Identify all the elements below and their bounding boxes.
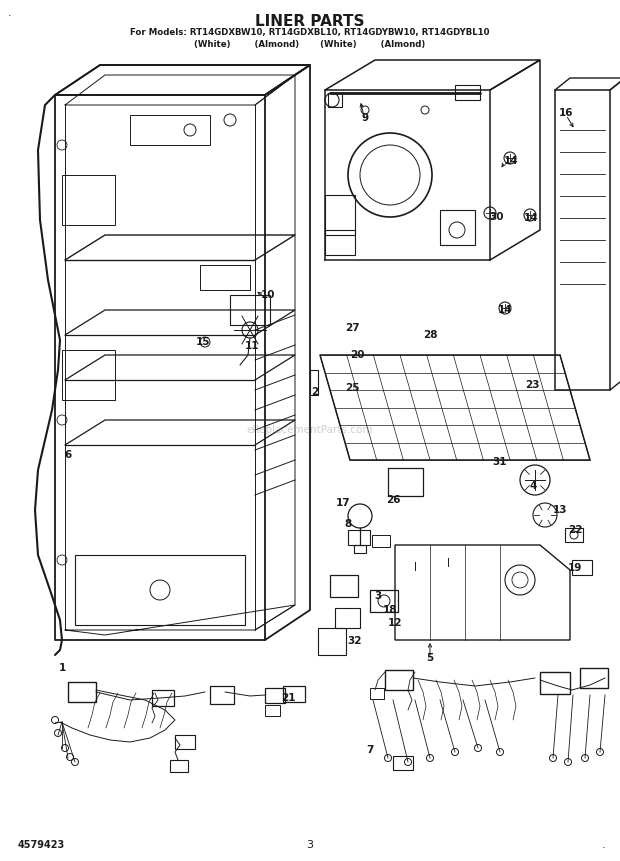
Text: 30: 30 [490, 212, 504, 222]
Bar [372, 535, 390, 547]
Text: 20: 20 [350, 350, 365, 360]
Text: (White)        (Almond)       (White)        (Almond): (White) (Almond) (White) (Almond) [195, 40, 425, 49]
Text: 13: 13 [553, 505, 567, 515]
Bar [440, 210, 475, 245]
Bar [175, 735, 195, 749]
Text: 11: 11 [245, 341, 259, 351]
Bar [325, 230, 355, 255]
Text: eReplacementParts.com: eReplacementParts.com [247, 425, 373, 435]
Text: 22: 22 [568, 525, 582, 535]
Text: 18: 18 [383, 605, 397, 615]
Text: 9: 9 [361, 113, 368, 123]
Text: 4: 4 [529, 481, 537, 491]
Text: 15: 15 [196, 337, 210, 347]
Text: 10: 10 [261, 290, 275, 300]
Bar [393, 756, 413, 770]
Bar [565, 528, 583, 542]
Text: 17: 17 [335, 498, 350, 508]
Bar [328, 93, 342, 107]
Bar [283, 686, 305, 702]
Text: 19: 19 [568, 563, 582, 573]
Text: 14: 14 [524, 213, 538, 223]
Bar [330, 575, 358, 597]
Text: 4579423: 4579423 [18, 840, 65, 850]
Text: 16: 16 [559, 108, 574, 118]
Bar [265, 688, 285, 703]
Text: 6: 6 [64, 450, 72, 460]
Bar [388, 468, 423, 496]
Text: 23: 23 [525, 380, 539, 390]
Text: LINER PARTS: LINER PARTS [255, 14, 365, 29]
Text: 27: 27 [345, 323, 360, 333]
Text: 12: 12 [388, 618, 402, 628]
Text: 32: 32 [348, 636, 362, 646]
Bar [210, 686, 234, 704]
Text: 7: 7 [366, 745, 374, 755]
Text: 1: 1 [58, 663, 66, 673]
Text: 21: 21 [281, 693, 295, 703]
Text: For Models: RT14GDXBW10, RT14GDXBL10, RT14GDYBW10, RT14GDYBL10: For Models: RT14GDXBW10, RT14GDXBL10, RT… [130, 28, 490, 37]
Bar [348, 530, 370, 545]
Bar [130, 115, 210, 145]
Text: 3: 3 [306, 840, 314, 850]
Text: 28: 28 [423, 330, 437, 340]
Bar [572, 560, 592, 575]
Bar [385, 670, 413, 690]
Text: 5: 5 [427, 653, 433, 663]
Bar [370, 688, 384, 699]
Text: 25: 25 [345, 383, 359, 393]
Text: .: . [8, 8, 12, 18]
Bar [75, 555, 245, 625]
Text: 2: 2 [311, 387, 319, 397]
Bar [335, 608, 360, 628]
Bar [354, 545, 366, 553]
Bar [152, 690, 174, 706]
Text: 31: 31 [493, 457, 507, 467]
Text: 26: 26 [386, 495, 401, 505]
Bar [540, 672, 570, 694]
Text: 14: 14 [503, 156, 518, 166]
Text: 14: 14 [498, 305, 512, 315]
Bar [200, 265, 250, 290]
Bar [370, 590, 398, 612]
Bar [325, 195, 355, 235]
Bar [455, 85, 480, 100]
Text: 8: 8 [344, 519, 352, 529]
Bar [170, 760, 188, 772]
Text: 3: 3 [374, 591, 382, 601]
Bar [68, 682, 96, 702]
Bar [265, 705, 280, 716]
Text: .: . [601, 840, 605, 850]
Bar [580, 668, 608, 688]
